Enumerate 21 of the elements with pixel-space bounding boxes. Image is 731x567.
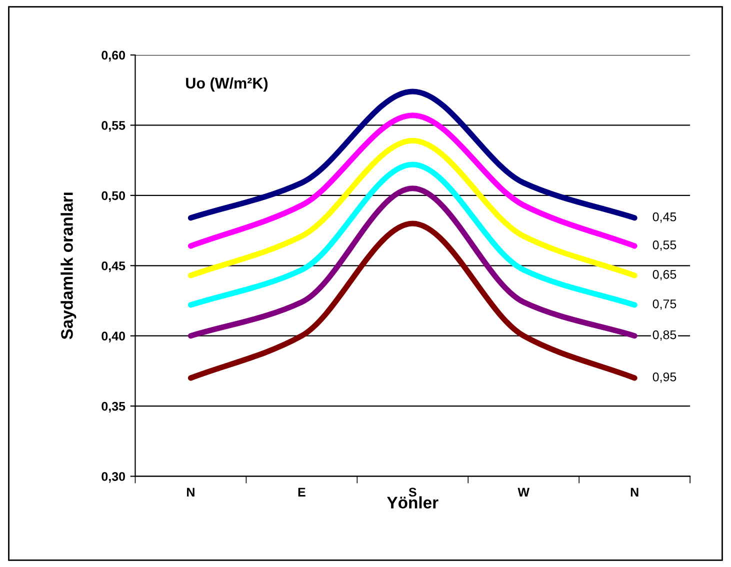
y-tick-label: 0,45 <box>102 261 126 272</box>
legend-title: Uo (W/m²K) <box>186 77 268 92</box>
y-axis-title: Saydamlık oranları <box>60 192 76 340</box>
x-tick-label: E <box>298 488 306 496</box>
series-label: 0,55 <box>652 240 676 251</box>
y-tick-label: 0,35 <box>102 402 126 413</box>
y-tick-label: 0,60 <box>102 50 126 62</box>
x-tick-label: N <box>630 488 638 496</box>
series-label: 0,75 <box>652 299 676 310</box>
x-tick-label: N <box>187 488 194 496</box>
x-tick-label: S <box>408 488 416 497</box>
series-label: 0,45 <box>652 212 676 223</box>
x-axis-title: Yönler <box>387 496 438 509</box>
series-label: 0,95 <box>652 372 676 383</box>
series-label: 0,65 <box>652 270 676 280</box>
series-label: 0,85 <box>652 330 676 341</box>
y-tick-label: 0,55 <box>102 121 126 132</box>
x-tick-label: W <box>518 488 530 496</box>
y-tick-label: 0,40 <box>102 332 126 342</box>
y-tick-label: 0,50 <box>102 191 126 202</box>
y-tick-label: 0,30 <box>102 472 126 483</box>
